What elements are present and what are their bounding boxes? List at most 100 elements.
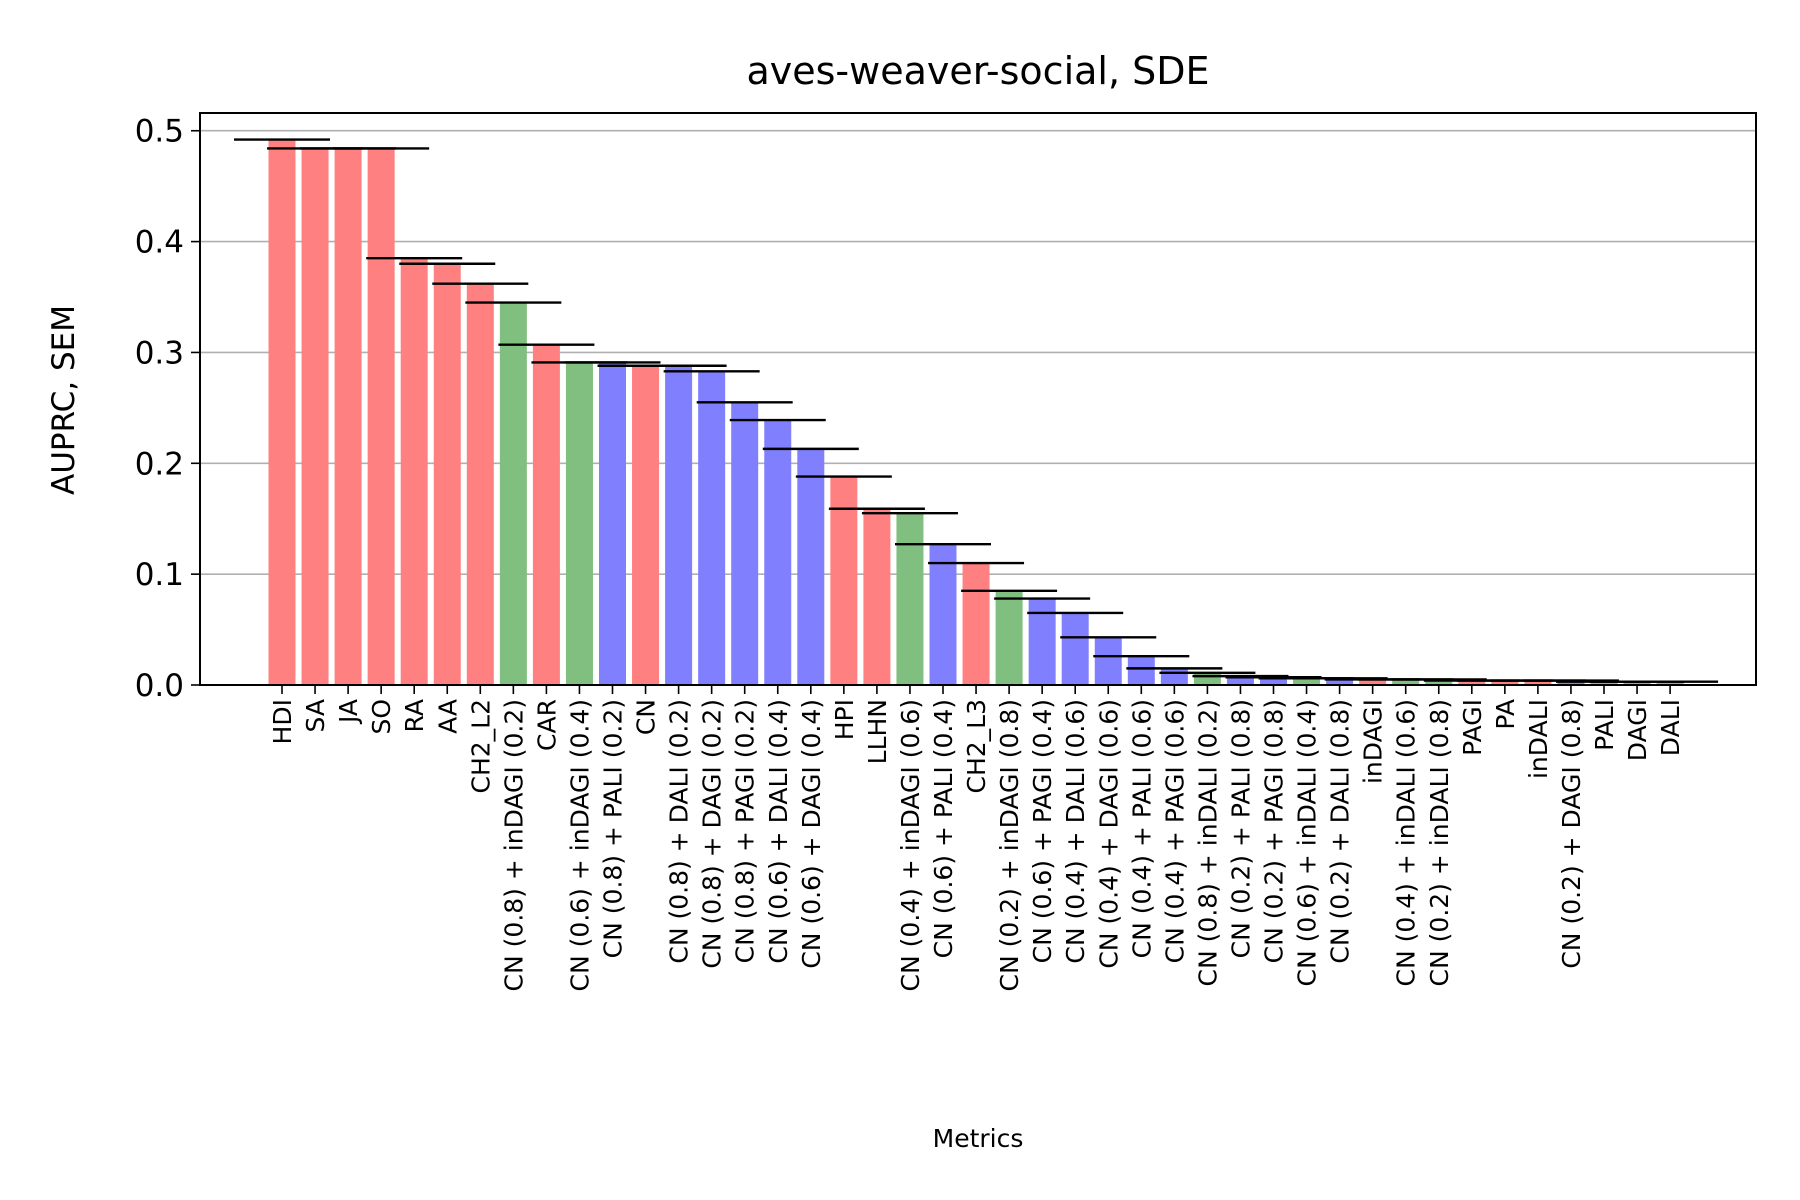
bar	[1260, 677, 1287, 685]
x-tick-label: PA	[1491, 699, 1520, 730]
bar	[731, 402, 759, 685]
x-tick-label: CAR	[532, 699, 561, 751]
x-tick-label: CN (0.4) + inDAGI (0.6)	[896, 699, 925, 991]
bar	[1524, 680, 1552, 685]
bar	[1094, 637, 1122, 685]
bar	[1326, 678, 1354, 685]
grid-lines	[200, 129, 1756, 575]
x-tick-label: CN (0.2) + DAGI (0.8)	[1557, 699, 1586, 969]
bar	[1193, 672, 1221, 685]
bar	[1127, 656, 1155, 685]
x-tick-label: CN (0.2) + inDALI (0.8)	[1425, 699, 1454, 986]
bar	[1590, 681, 1618, 685]
bar	[1623, 681, 1651, 685]
y-tick-label: 0.2	[135, 446, 184, 482]
bar	[863, 508, 891, 685]
y-tick-label: 0.3	[135, 335, 184, 371]
bar	[1028, 598, 1056, 685]
y-axis-label: AUPRC, SEM	[46, 305, 82, 495]
x-tick-label: CH2_L2	[466, 699, 495, 794]
y-tick-label: 0.0	[135, 668, 184, 704]
x-tick-label: HPI	[830, 699, 859, 740]
x-tick-label: JA	[334, 699, 363, 725]
x-tick-label: CN (0.6) + PAGI (0.4)	[1028, 699, 1057, 963]
x-tick-label: CN (0.2) + inDAGI (0.8)	[995, 699, 1024, 991]
bar	[1160, 668, 1188, 685]
x-tick-label: inDAGI	[1359, 699, 1388, 784]
x-tick-label: CN (0.8) + inDALI (0.2)	[1193, 699, 1222, 986]
bar	[929, 544, 957, 685]
bar	[400, 258, 428, 685]
bar	[632, 365, 660, 685]
x-tick-label: LLHN	[863, 699, 892, 764]
x-tick-label: CN (0.4) + DALI (0.6)	[1061, 699, 1090, 964]
x-tick-label: HDI	[268, 699, 297, 744]
bar	[665, 365, 693, 685]
x-axis-label: Metrics	[933, 1124, 1024, 1153]
x-tick-label: SA	[301, 699, 330, 732]
bar	[367, 148, 395, 685]
bar	[962, 563, 990, 685]
x-tick-label: CN (0.6) + PALI (0.4)	[929, 699, 958, 958]
bar	[1293, 678, 1321, 685]
x-tick-label: PAGI	[1458, 699, 1487, 756]
x-tick-label: CN (0.4) + DAGI (0.6)	[1094, 699, 1123, 969]
error-bars	[234, 138, 1719, 683]
x-tick-label: CN (0.8) + inDAGI (0.2)	[499, 699, 528, 991]
x-tick-label: CN (0.2) + PALI (0.8)	[1226, 699, 1255, 958]
x-tick-label: AA	[433, 699, 462, 734]
bar	[433, 263, 461, 685]
x-tick-label: CN (0.8) + DALI (0.2)	[665, 699, 694, 964]
chart-title: aves-weaver-social, SDE	[746, 49, 1209, 93]
x-tick-label: CN (0.6) + DALI (0.4)	[764, 699, 793, 964]
bar	[1359, 679, 1387, 685]
y-tick-label: 0.5	[135, 114, 184, 150]
x-tick-label: CN	[632, 699, 661, 735]
bar	[1491, 680, 1519, 685]
bar	[896, 513, 924, 685]
x-tick-label: inDALI	[1524, 699, 1553, 779]
y-tick-label: 0.4	[135, 225, 184, 261]
bar	[764, 420, 792, 685]
bar	[565, 362, 593, 685]
x-axis-ticks: HDI SA JA SO RA AA CH2_L2 CN (0.8) + inDAGI (0.…	[268, 685, 1685, 991]
x-tick-label: CN (0.8) + DAGI (0.2)	[698, 699, 727, 969]
bar	[268, 139, 296, 686]
bar	[995, 590, 1023, 685]
y-tick-label: 0.1	[135, 557, 184, 593]
x-tick-label: PALI	[1590, 699, 1619, 751]
bar	[532, 344, 560, 685]
x-tick-label: CN (0.6) + DAGI (0.4)	[797, 699, 826, 969]
bars	[268, 139, 1684, 686]
bar	[301, 148, 329, 685]
x-tick-label: DAGI	[1623, 699, 1652, 761]
bar	[797, 448, 825, 685]
bar	[1425, 679, 1453, 685]
x-tick-label: CN (0.4) + inDALI (0.6)	[1392, 699, 1421, 986]
bar	[334, 148, 362, 685]
bar	[830, 476, 858, 685]
bar	[599, 362, 626, 685]
x-tick-label: DALI	[1656, 699, 1685, 756]
bar	[698, 371, 726, 685]
bar	[499, 302, 527, 685]
x-tick-label: CN (0.2) + DALI (0.8)	[1326, 699, 1355, 964]
bar	[1392, 679, 1420, 685]
x-tick-label: CN (0.6) + inDAGI (0.4)	[565, 699, 594, 991]
bar	[466, 283, 494, 685]
x-tick-label: CN (0.8) + PALI (0.2)	[599, 699, 628, 958]
x-tick-label: CH2_L3	[962, 699, 991, 794]
x-tick-label: CN (0.4) + PAGI (0.6)	[1160, 699, 1189, 963]
x-tick-label: CN (0.4) + PALI (0.6)	[1127, 699, 1156, 958]
x-tick-label: CN (0.8) + PAGI (0.2)	[731, 699, 760, 963]
bar	[1656, 681, 1684, 685]
bar	[1061, 612, 1089, 685]
y-axis-ticks: 0.0 0.1 0.2 0.3 0.4 0.5	[135, 114, 200, 704]
bar	[1226, 676, 1254, 685]
x-tick-label: CN (0.6) + inDALI (0.4)	[1293, 699, 1322, 986]
plot-frame	[199, 112, 1757, 686]
x-tick-label: CN (0.2) + PAGI (0.8)	[1260, 699, 1289, 963]
x-tick-label: RA	[400, 699, 429, 732]
x-tick-label: SO	[367, 699, 396, 735]
